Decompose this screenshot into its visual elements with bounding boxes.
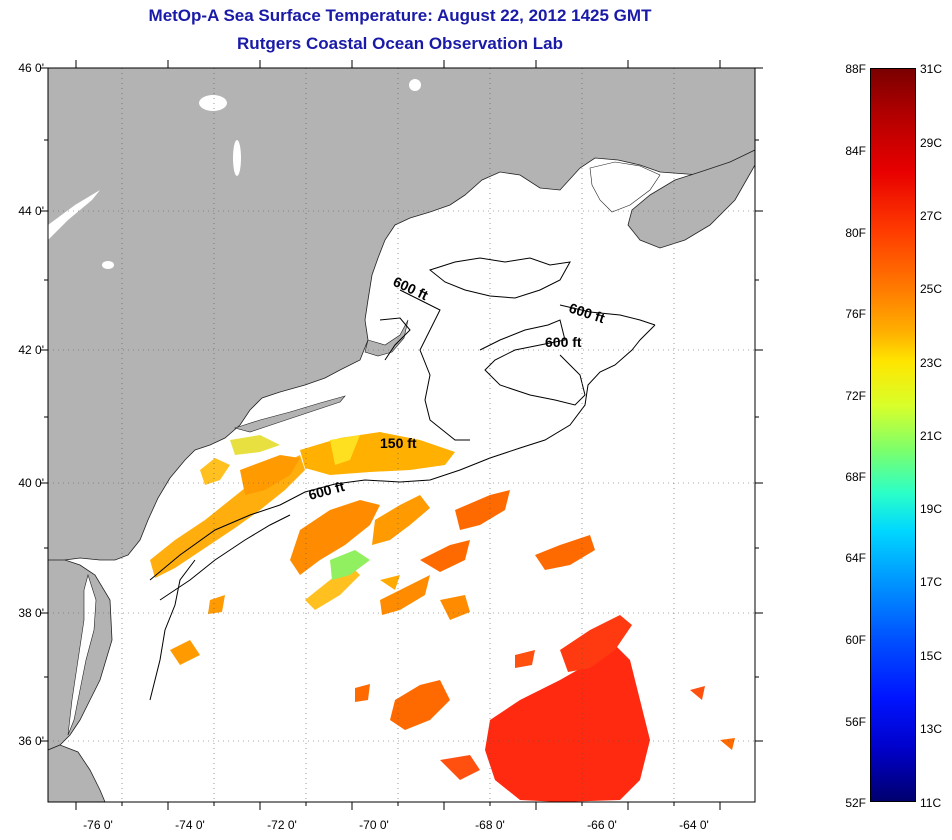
y-tick-label: 40 0' xyxy=(18,476,44,490)
x-tick-label: -70 0' xyxy=(359,818,389,832)
sst-data xyxy=(150,432,735,802)
plot-frame xyxy=(47,67,756,803)
lake-champlain xyxy=(233,140,241,176)
colorbar-celsius-label: 29C xyxy=(920,136,943,150)
land-mainland xyxy=(47,67,756,651)
colorbar-celsius-label: 19C xyxy=(920,502,943,516)
colorbar-celsius-label: 11C xyxy=(920,796,942,810)
y-tick-label: 36 0' xyxy=(18,734,44,748)
colorbar-fahrenheit-label: 52F xyxy=(845,796,866,810)
y-tick-label: 42 0' xyxy=(18,343,44,357)
x-ticks xyxy=(75,60,721,810)
colorbar-fahrenheit-label: 68F xyxy=(845,470,866,484)
colorbar-fahrenheit-label: 56F xyxy=(845,715,866,729)
colorbar-fahrenheit-label: 84F xyxy=(845,144,866,158)
st-lawrence-water xyxy=(48,190,100,240)
colorbar-fahrenheit-label: 60F xyxy=(845,633,866,647)
land-cape-cod xyxy=(364,319,409,357)
map-title: MetOp-A Sea Surface Temperature: August … xyxy=(148,6,652,25)
colorbar-celsius-label: 13C xyxy=(920,722,943,736)
lake xyxy=(409,79,421,91)
colorbar-celsius-label: 23C xyxy=(920,356,943,370)
colorbar-celsius-label: 25C xyxy=(920,282,943,296)
colorbar-celsius-label: 31C xyxy=(920,62,943,76)
x-tick-label: -64 0' xyxy=(679,818,709,832)
x-tick-label: -72 0' xyxy=(267,818,297,832)
bay-of-fundy xyxy=(589,161,661,213)
colorbar-fahrenheit-label: 88F xyxy=(845,62,866,76)
temperature-colorbar xyxy=(870,68,916,802)
colorbar-celsius-label: 15C xyxy=(920,649,943,663)
colorbar-fahrenheit-label: 76F xyxy=(845,307,866,321)
land-nova-scotia xyxy=(627,149,756,249)
colorbar-fahrenheit-label: 80F xyxy=(845,226,866,240)
y-ticks xyxy=(40,67,763,742)
x-tick-label: -74 0' xyxy=(175,818,205,832)
x-tick-label: -66 0' xyxy=(587,818,617,832)
lake xyxy=(199,95,227,111)
land-long-island xyxy=(233,395,346,433)
colorbar-fahrenheit-label: 72F xyxy=(845,389,866,403)
contour-label-150ft: 150 ft xyxy=(380,435,417,451)
contour-label-600ft: 600 ft xyxy=(545,334,582,350)
y-tick-label: 38 0' xyxy=(18,606,44,620)
colorbar-celsius-label: 21C xyxy=(920,429,943,443)
lake xyxy=(102,261,114,269)
x-tick-label: -76 0' xyxy=(83,818,113,832)
colorbar-fahrenheit-label: 64F xyxy=(845,551,866,565)
colorbar-celsius-label: 27C xyxy=(920,209,943,223)
y-tick-label: 44 0' xyxy=(18,204,44,218)
x-tick-label: -68 0' xyxy=(475,818,505,832)
y-tick-label: 46 0' xyxy=(18,61,44,75)
chesapeake-bay xyxy=(67,573,97,736)
bathymetry-contours xyxy=(149,257,656,701)
map-subtitle: Rutgers Coastal Ocean Observation Lab xyxy=(237,34,563,53)
colorbar-celsius-label: 17C xyxy=(920,575,943,589)
